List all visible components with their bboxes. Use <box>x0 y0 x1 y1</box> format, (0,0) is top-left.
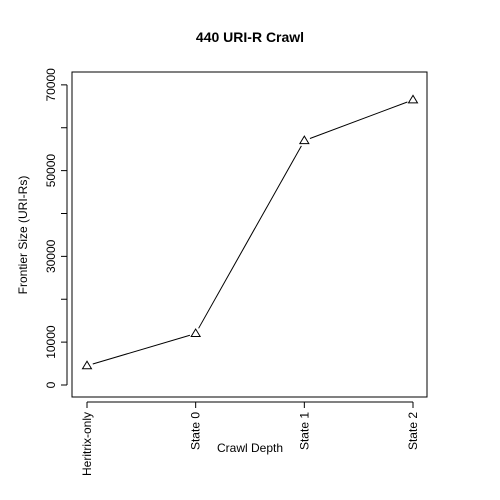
x-tick-label: State 1 <box>297 412 311 450</box>
y-tick-label: 50000 <box>44 154 58 188</box>
x-axis: Heritrix-only State 0 State 1 State 2 <box>80 401 420 476</box>
x-axis-label: Crawl Depth <box>217 441 283 455</box>
x-tick-label: State 0 <box>189 412 203 450</box>
y-tick-label: 70000 <box>44 68 58 102</box>
data-point-state-2 <box>407 94 419 104</box>
data-point-heritrix-only <box>81 360 93 370</box>
y-axis: 0 10000 30000 50000 70000 <box>44 68 68 388</box>
series-line-segment <box>92 334 191 365</box>
plot-area: 0 10000 30000 50000 70000 Heritrix-only State… <box>44 68 428 476</box>
x-tick-label: Heritrix-only <box>80 412 94 476</box>
series-layer <box>81 94 419 370</box>
series-line-segment <box>309 101 408 139</box>
y-tick-label: 10000 <box>44 325 58 359</box>
plot-frame <box>71 71 428 398</box>
y-axis-label: Frontier Size (URI-Rs) <box>16 176 30 295</box>
y-tick-label: 0 <box>44 381 58 388</box>
chart-title: 440 URI-R Crawl <box>196 29 304 45</box>
series-line-segment <box>198 145 302 329</box>
x-tick-label: State 2 <box>406 412 420 450</box>
data-point-state-0 <box>190 328 202 338</box>
data-point-state-1 <box>298 135 310 145</box>
y-tick-label: 30000 <box>44 239 58 273</box>
